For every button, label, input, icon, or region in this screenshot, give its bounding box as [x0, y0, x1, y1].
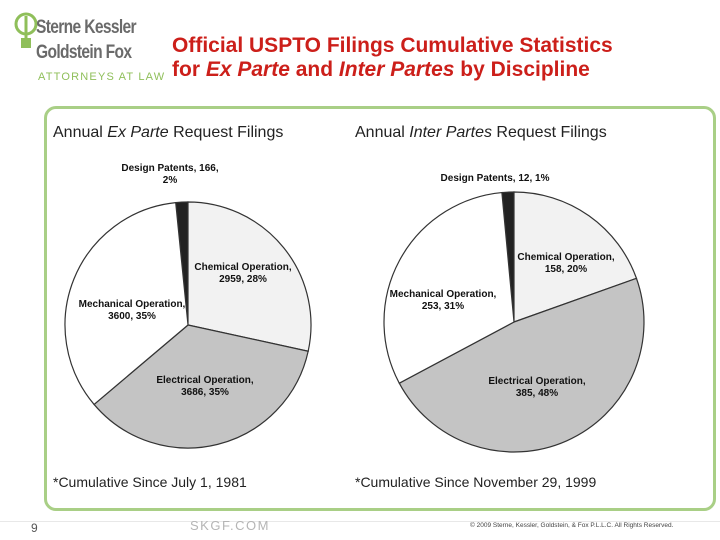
slice-label-line: Chemical Operation,: [194, 262, 291, 273]
slice-label-line: Electrical Operation,: [156, 375, 253, 386]
pie-slice-chemical: [513, 191, 638, 323]
left-chart-title: Annual Ex Parte Request Filings: [53, 124, 284, 141]
left-pie-chart: Design Patents, 166, 2% Chemical Operation…: [64, 163, 312, 449]
left-chart-footnote: *Cumulative Since July 1, 1981: [53, 474, 247, 490]
slice-label-line: 385, 48%: [516, 388, 558, 399]
slice-label-design: Design Patents, 166, 2%: [121, 163, 218, 186]
slice-label-line: 3600, 35%: [108, 311, 156, 322]
slice-label-line: Design Patents, 12, 1%: [441, 173, 550, 184]
pie-slice-electrical: [398, 277, 645, 453]
slice-label-electrical: Electrical Operation, 3686, 35%: [156, 375, 253, 398]
slice-label-chemical: Chemical Operation, 2959, 28%: [194, 262, 291, 285]
logo-line-2: Goldstein Fox: [36, 42, 132, 63]
pie-slice-mechanical: [64, 201, 189, 406]
content-frame: [44, 106, 716, 511]
right-pie-chart: Design Patents, 12, 1% Chemical Operation…: [383, 173, 645, 453]
slice-label-line: 2%: [163, 175, 178, 186]
company-logo: Sterne Kessler Goldstein Fox ATTORNEYS A…: [14, 8, 164, 94]
slide-title-line-1: Official USPTO Filings Cumulative Statis…: [172, 34, 613, 57]
slide-title: Official USPTO Filings Cumulative Statis…: [172, 34, 712, 82]
slice-label-line: Design Patents, 166,: [121, 163, 218, 174]
right-chart-title: Annual Inter Partes Request Filings: [355, 124, 607, 141]
slide-title-line-2: for Ex Parte and Inter Partes by Discipl…: [172, 58, 590, 81]
pie-slice-chemical: [187, 201, 312, 352]
footer-divider: [0, 521, 720, 522]
right-chart-footnote: *Cumulative Since November 29, 1999: [355, 474, 597, 490]
pie-slice-electrical: [93, 324, 309, 449]
logo-line-1: Sterne Kessler: [36, 17, 137, 38]
slice-label-mechanical: Mechanical Operation, 253, 31%: [390, 289, 497, 312]
slice-label-line: 253, 31%: [422, 301, 464, 312]
website-link[interactable]: SKGF.COM: [190, 518, 270, 533]
slice-label-line: Mechanical Operation,: [390, 289, 497, 300]
slice-label-electrical: Electrical Operation, 385, 48%: [488, 376, 585, 399]
slice-label-line: 2959, 28%: [219, 274, 267, 285]
slice-label-line: Mechanical Operation,: [79, 299, 186, 310]
logo-tagline: ATTORNEYS AT LAW: [38, 71, 166, 83]
slice-label-chemical: Chemical Operation, 158, 20%: [517, 252, 614, 275]
slice-label-line: Electrical Operation,: [488, 376, 585, 387]
pie-slice-mechanical: [383, 191, 515, 384]
slice-label-line: Chemical Operation,: [517, 252, 614, 263]
slice-label-mechanical: Mechanical Operation, 3600, 35%: [79, 299, 186, 322]
copyright-notice: © 2009 Sterne, Kessler, Goldstein, & Fox…: [470, 522, 674, 529]
slice-label-line: 3686, 35%: [181, 387, 229, 398]
lightbulb-icon: [14, 12, 38, 48]
slice-label-design: Design Patents, 12, 1%: [441, 173, 550, 184]
slice-label-line: 158, 20%: [545, 264, 587, 275]
page-number: 9: [31, 521, 38, 535]
